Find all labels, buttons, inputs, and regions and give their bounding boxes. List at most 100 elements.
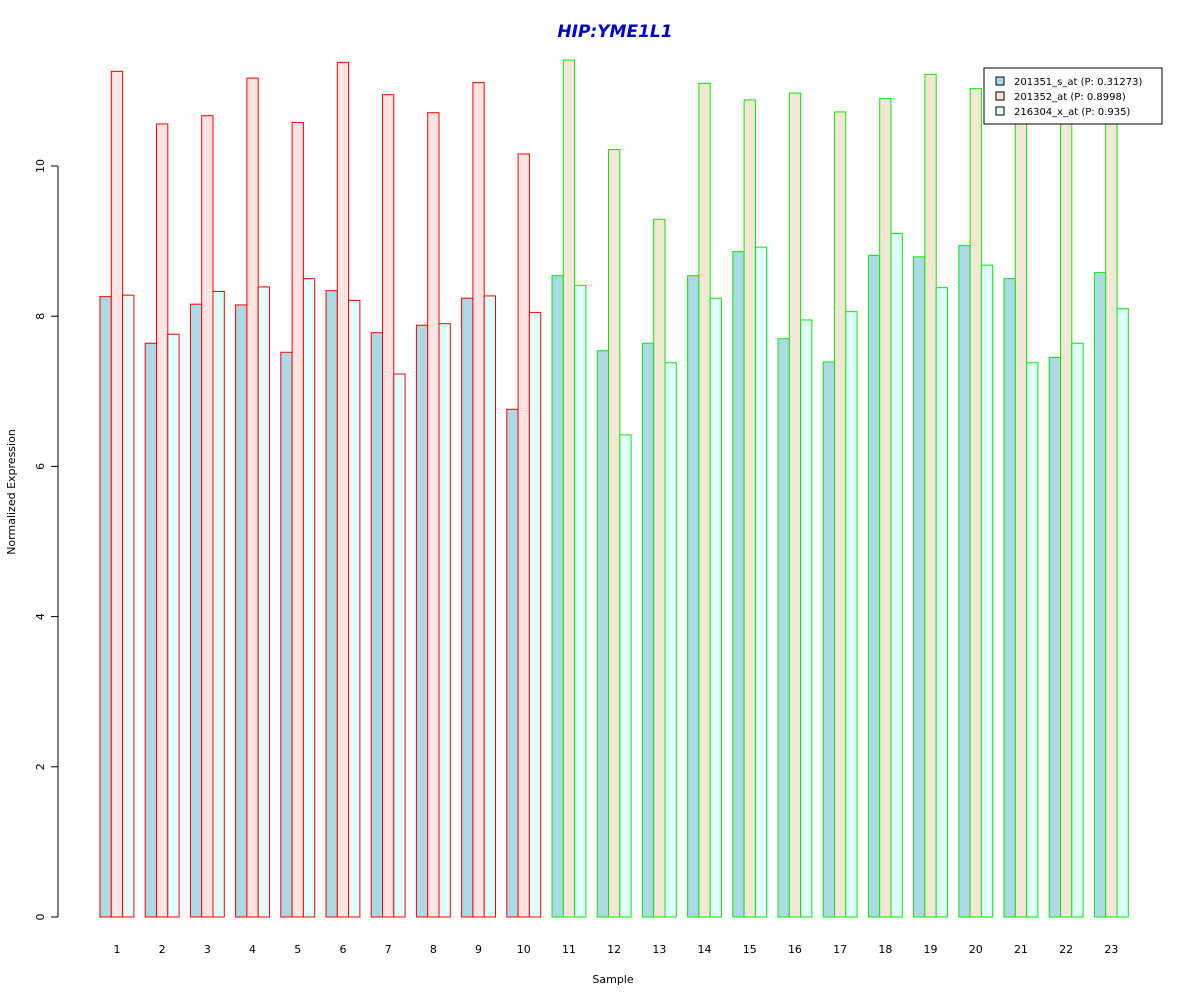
bar-sample-4-series-1 xyxy=(235,304,248,918)
x-tick-label: 5 xyxy=(294,943,301,956)
bar-sample-4-series-3 xyxy=(257,286,271,918)
bar-sample-20-series-3 xyxy=(980,264,994,918)
x-tick-label: 19 xyxy=(924,943,938,956)
bar-sample-7-series-3 xyxy=(393,373,406,918)
bar-sample-16-series-3 xyxy=(800,319,813,918)
bar-sample-2-series-2 xyxy=(156,123,169,918)
x-tick-label: 22 xyxy=(1059,943,1073,956)
legend-box xyxy=(983,67,1163,125)
x-tick-label: 6 xyxy=(339,943,346,956)
bar-sample-21-series-1 xyxy=(1003,278,1016,918)
x-tick-label: 14 xyxy=(698,943,712,956)
x-tick-label: 4 xyxy=(249,943,256,956)
bar-sample-18-series-1 xyxy=(867,254,881,918)
bar-sample-14-series-1 xyxy=(687,275,700,918)
bar-sample-8-series-1 xyxy=(415,324,429,918)
bar-sample-19-series-2 xyxy=(924,73,937,918)
bar-sample-7-series-1 xyxy=(370,332,384,918)
x-tick-label: 15 xyxy=(743,943,757,956)
bar-sample-17-series-1 xyxy=(822,361,836,918)
x-tick-label: 20 xyxy=(969,943,983,956)
bar-sample-5-series-1 xyxy=(280,351,293,918)
y-axis-title: Normalized Expression xyxy=(5,429,18,555)
y-tick-label: 0 xyxy=(34,914,47,921)
bar-sample-23-series-3 xyxy=(1116,308,1129,918)
legend-entry: 201352_at (P: 0.8998) xyxy=(1014,92,1126,103)
bar-sample-7-series-2 xyxy=(382,94,395,918)
bar-sample-15-series-1 xyxy=(732,251,745,918)
x-tick-label: 11 xyxy=(562,943,576,956)
bar-sample-23-series-2 xyxy=(1105,99,1118,918)
bar-sample-6-series-1 xyxy=(325,290,338,918)
x-tick-label: 9 xyxy=(475,943,482,956)
bar-sample-15-series-3 xyxy=(754,246,768,918)
bar-sample-17-series-2 xyxy=(834,111,847,918)
bar-sample-9-series-1 xyxy=(461,297,474,918)
bar-sample-22-series-2 xyxy=(1060,97,1073,918)
bar-sample-3-series-2 xyxy=(201,115,214,918)
bar-sample-22-series-3 xyxy=(1071,342,1084,918)
bar-sample-10-series-1 xyxy=(506,408,519,918)
bar-sample-12-series-2 xyxy=(608,148,621,918)
bars-group xyxy=(99,59,1129,918)
bar-sample-23-series-1 xyxy=(1093,272,1107,918)
bar-sample-9-series-2 xyxy=(472,82,485,918)
bar-sample-3-series-3 xyxy=(212,290,225,918)
x-tick-label: 8 xyxy=(430,943,437,956)
x-tick-label: 18 xyxy=(878,943,892,956)
x-tick-label: 12 xyxy=(607,943,621,956)
y-tick-label: 6 xyxy=(34,463,47,470)
x-tick-label: 2 xyxy=(159,943,166,956)
bar-sample-18-series-3 xyxy=(890,233,903,918)
x-tick-label: 16 xyxy=(788,943,802,956)
x-tick-label: 23 xyxy=(1104,943,1118,956)
bar-sample-17-series-3 xyxy=(845,311,858,918)
bar-sample-5-series-3 xyxy=(302,278,316,918)
y-tick-label: 2 xyxy=(34,763,47,770)
bar-sample-8-series-2 xyxy=(427,112,440,918)
bar-sample-16-series-1 xyxy=(777,338,790,918)
legend-entry: 201351_s_at (P: 0.31273) xyxy=(1014,77,1142,88)
legend-entry: 216304_x_at (P: 0.935) xyxy=(1014,107,1130,118)
x-tick-label: 10 xyxy=(517,943,531,956)
bar-sample-15-series-2 xyxy=(743,99,756,918)
bar-sample-12-series-1 xyxy=(596,350,610,918)
x-tick-label: 7 xyxy=(385,943,392,956)
bar-sample-20-series-1 xyxy=(958,245,971,918)
y-tick-label: 4 xyxy=(34,613,47,620)
bar-sample-21-series-2 xyxy=(1014,101,1028,918)
axes-group: 1 2 3 4 5 6 7 8 9 10 11 12 13 14 15 16 17 18 19 20 21 22 23024… xyxy=(34,159,1118,956)
bar-sample-12-series-3 xyxy=(619,434,632,918)
bar-sample-2-series-3 xyxy=(167,333,180,918)
bar-sample-20-series-2 xyxy=(969,88,982,918)
bar-sample-10-series-2 xyxy=(517,153,530,918)
bar-sample-6-series-2 xyxy=(336,61,350,918)
bar-sample-5-series-2 xyxy=(291,121,304,918)
legend-swatch xyxy=(995,106,1005,116)
x-tick-label: 17 xyxy=(833,943,847,956)
bar-sample-1-series-2 xyxy=(110,70,124,918)
y-tick-label: 10 xyxy=(34,159,47,173)
bar-sample-11-series-2 xyxy=(562,59,576,918)
bar-sample-13-series-1 xyxy=(641,342,655,918)
bar-sample-18-series-2 xyxy=(879,97,892,918)
bar-sample-6-series-3 xyxy=(348,299,361,918)
x-tick-label: 13 xyxy=(652,943,666,956)
x-tick-label: 1 xyxy=(113,943,120,956)
bar-sample-16-series-2 xyxy=(788,92,802,918)
bar-sample-8-series-3 xyxy=(438,323,451,918)
bar-sample-10-series-3 xyxy=(528,311,542,918)
bar-sample-21-series-3 xyxy=(1026,362,1039,918)
bar-sample-3-series-1 xyxy=(189,303,203,918)
legend-swatch xyxy=(995,91,1005,101)
bar-sample-11-series-1 xyxy=(551,275,564,918)
bar-sample-19-series-1 xyxy=(913,256,926,918)
bar-sample-1-series-3 xyxy=(122,294,135,918)
x-axis-title: Sample xyxy=(592,973,633,986)
legend-swatch xyxy=(995,76,1005,86)
bar-sample-19-series-3 xyxy=(935,287,949,918)
y-tick-label: 8 xyxy=(34,313,47,320)
bar-sample-22-series-1 xyxy=(1048,357,1061,918)
bar-sample-9-series-3 xyxy=(483,295,497,918)
